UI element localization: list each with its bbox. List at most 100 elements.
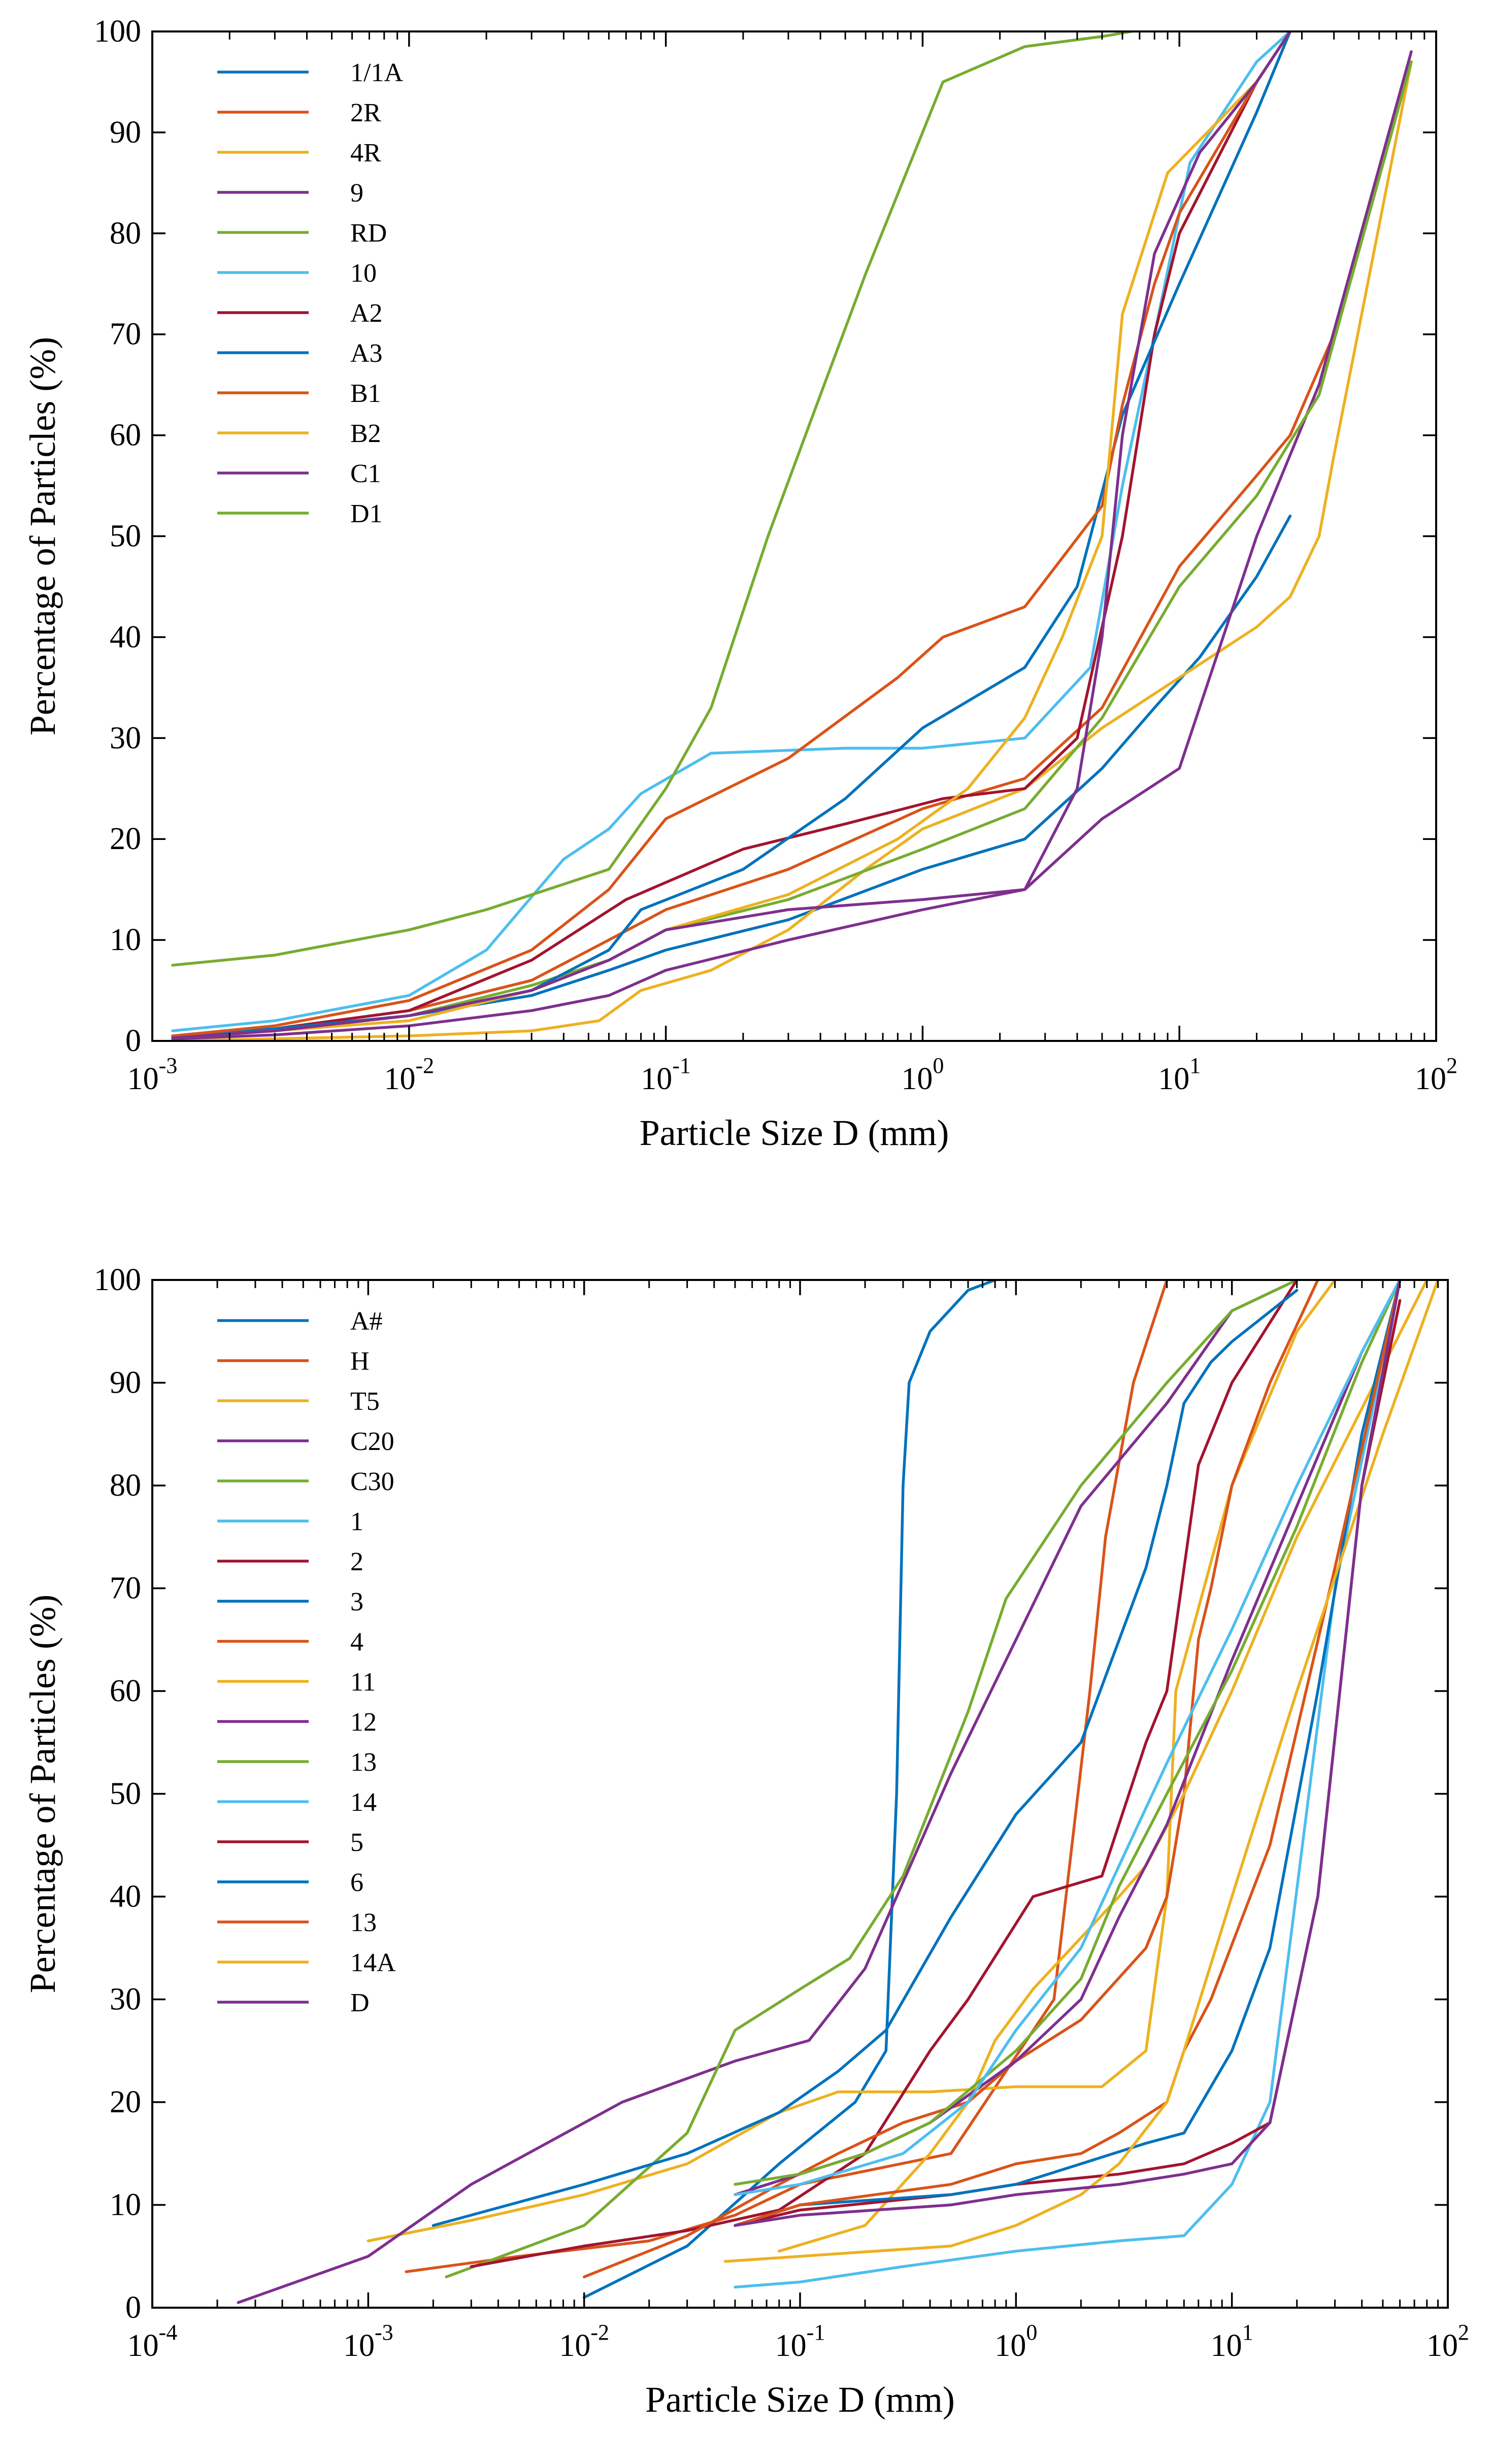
series-line-2 bbox=[405, 1280, 1169, 2273]
legend: 1/1A 2R 4R 9 RD 10 A2 A3 B1 B2 C1 D1 bbox=[217, 58, 403, 528]
series-line-9 bbox=[582, 1280, 1319, 2279]
series-line-7 bbox=[171, 31, 1292, 1037]
y-tick-label: 20 bbox=[110, 822, 141, 856]
x-tick-base: 10 bbox=[1211, 2328, 1242, 2363]
series-line-9 bbox=[171, 31, 1292, 1037]
y-tick-label: 30 bbox=[110, 721, 141, 755]
x-tick-label: 10-3 bbox=[127, 1053, 178, 1096]
x-tick-label: 102 bbox=[1426, 2320, 1469, 2363]
legend-item-label: 2R bbox=[350, 98, 381, 127]
legend-item-label: 4R bbox=[350, 139, 381, 167]
y-tick-label: 80 bbox=[110, 1468, 141, 1503]
x-tick-exponent: 2 bbox=[1446, 1053, 1457, 1078]
x-tick-base: 10 bbox=[901, 1062, 933, 1096]
y-tick-label: 60 bbox=[110, 1674, 141, 1708]
x-tick-base: 10 bbox=[343, 2328, 375, 2363]
y-tick-label: 10 bbox=[110, 923, 141, 957]
x-tick-exponent: -4 bbox=[159, 2320, 178, 2345]
legend-item-label: T5 bbox=[350, 1387, 380, 1416]
legend-item-label: H bbox=[350, 1347, 370, 1376]
x-tick-base: 10 bbox=[127, 1062, 159, 1096]
legend-item-label: 13 bbox=[350, 1908, 377, 1937]
legend-item-label: 3 bbox=[350, 1588, 363, 1616]
series-line-15 bbox=[734, 1280, 1402, 2227]
legend-item-label: 6 bbox=[350, 1868, 363, 1897]
y-axis-label: Percentage of Particles (%) bbox=[22, 1595, 63, 1994]
x-tick-exponent: -2 bbox=[590, 2320, 609, 2345]
y-tick-label: 10 bbox=[110, 2188, 141, 2222]
x-tick-label: 10-4 bbox=[127, 2320, 178, 2363]
series-line-13 bbox=[734, 1280, 1402, 2197]
x-tick-exponent: 0 bbox=[933, 1053, 944, 1078]
y-tick-label: 100 bbox=[94, 1263, 141, 1297]
x-tick-label: 100 bbox=[994, 2320, 1037, 2363]
series-line-3 bbox=[171, 60, 1413, 1041]
series-group bbox=[171, 31, 1413, 1041]
x-tick-base: 10 bbox=[559, 2328, 590, 2363]
legend-item-label: B1 bbox=[350, 379, 381, 408]
plot-frame bbox=[151, 30, 1437, 1042]
series-line-6 bbox=[171, 31, 1292, 1032]
series-line-10 bbox=[171, 31, 1292, 1039]
y-tick-label: 90 bbox=[110, 1366, 141, 1400]
y-tick-label: 40 bbox=[110, 1879, 141, 1914]
x-tick-exponent: -1 bbox=[807, 2320, 825, 2345]
x-tick-base: 10 bbox=[775, 2328, 807, 2363]
series-line-11 bbox=[734, 1280, 1402, 2197]
legend-item-label: 10 bbox=[350, 259, 377, 288]
y-tick-label: 50 bbox=[110, 1777, 141, 1811]
series-line-10 bbox=[778, 1280, 1429, 2253]
series-line-16 bbox=[734, 1280, 1402, 2227]
y-axis-label: Percentage of Particles (%) bbox=[22, 337, 63, 736]
legend-item-label: 1 bbox=[350, 1507, 363, 1536]
legend-item-label: 14 bbox=[350, 1788, 377, 1817]
x-tick-base: 10 bbox=[1415, 1062, 1446, 1096]
legend-item-label: 2 bbox=[350, 1547, 363, 1576]
legend-item-label: 1/1A bbox=[350, 58, 403, 87]
legend-item-label: D bbox=[350, 1988, 370, 2017]
legend-item-label: 9 bbox=[350, 179, 363, 208]
y-tick-label: 80 bbox=[110, 216, 141, 251]
y-tick-label: 70 bbox=[110, 1571, 141, 1606]
x-tick-label: 10-2 bbox=[559, 2320, 609, 2363]
y-tick-label: 30 bbox=[110, 1982, 141, 2017]
legend-item-label: 5 bbox=[350, 1828, 363, 1857]
y-tick-label: 70 bbox=[110, 317, 141, 352]
y-tick-label: 0 bbox=[125, 1024, 141, 1058]
x-tick-base: 10 bbox=[994, 2328, 1026, 2363]
series-line-12 bbox=[734, 1280, 1402, 2186]
x-tick-exponent: -2 bbox=[415, 1053, 434, 1078]
x-tick-exponent: 1 bbox=[1189, 1053, 1201, 1078]
series-line-12 bbox=[171, 31, 1133, 967]
series-line-11 bbox=[171, 31, 1292, 1039]
x-tick-exponent: -1 bbox=[672, 1053, 691, 1078]
series-line-1 bbox=[582, 1280, 997, 2299]
legend-item-label: B2 bbox=[350, 419, 381, 448]
x-tick-base: 10 bbox=[127, 2328, 159, 2363]
y-tick-label: 100 bbox=[94, 14, 141, 49]
x-tick-exponent: 2 bbox=[1458, 2320, 1469, 2345]
x-tick-exponent: 0 bbox=[1026, 2320, 1037, 2345]
x-tick-exponent: -3 bbox=[375, 2320, 393, 2345]
series-line-2 bbox=[171, 60, 1413, 1037]
series-line-4 bbox=[171, 50, 1413, 1040]
y-tick-label: 60 bbox=[110, 418, 141, 453]
legend-item-label: A# bbox=[350, 1307, 383, 1336]
y-tick-label: 0 bbox=[125, 2290, 141, 2325]
legend-item-label: A2 bbox=[350, 299, 383, 328]
x-tick-label: 10-1 bbox=[641, 1053, 691, 1096]
x-tick-base: 10 bbox=[384, 1062, 415, 1096]
legend-item-label: C20 bbox=[350, 1427, 394, 1456]
series-line-5 bbox=[445, 1280, 1299, 2279]
x-tick-label: 102 bbox=[1415, 1053, 1457, 1096]
y-tick-label: 90 bbox=[110, 115, 141, 150]
legend-item-label: 12 bbox=[350, 1708, 377, 1737]
series-line-3 bbox=[367, 1280, 1337, 2243]
legend-item-label: 13 bbox=[350, 1748, 377, 1777]
legend-item-label: C1 bbox=[350, 459, 381, 488]
series-line-17 bbox=[723, 1280, 1440, 2263]
x-tick-exponent: 1 bbox=[1242, 2320, 1253, 2345]
